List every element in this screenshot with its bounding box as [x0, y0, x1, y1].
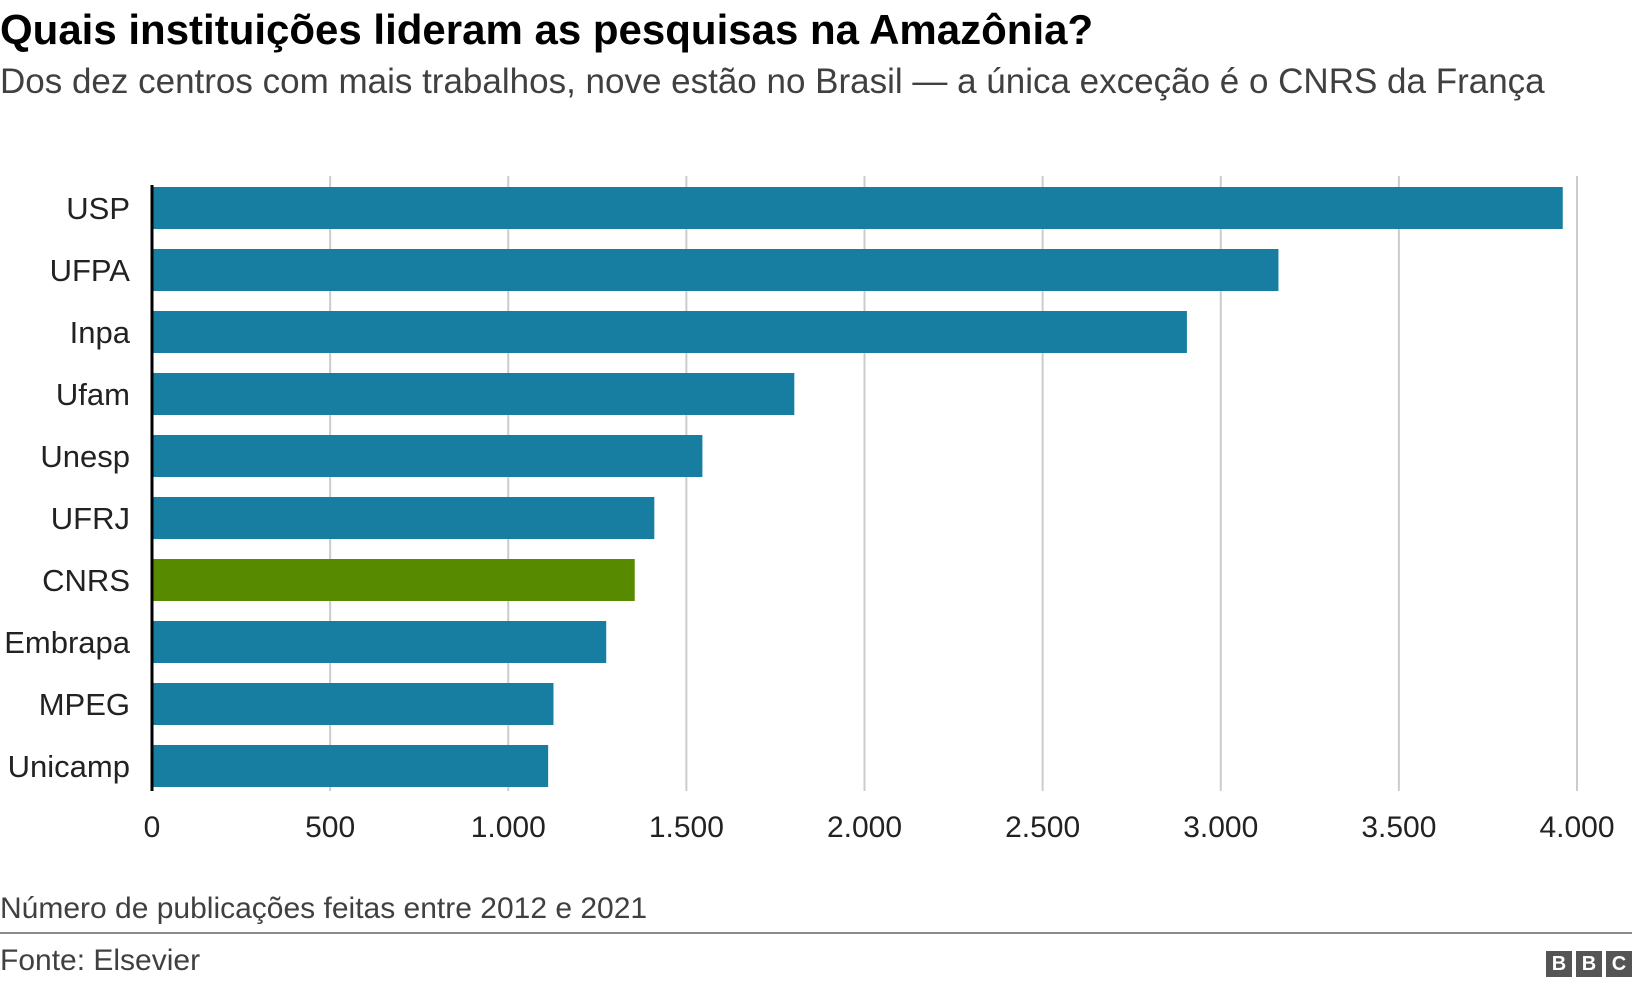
chart-subtitle: Dos dez centros com mais trabalhos, nove… [0, 62, 1545, 101]
category-label: UFRJ [51, 501, 130, 536]
x-tick-label: 4.000 [1539, 811, 1614, 844]
category-label: CNRS [42, 563, 130, 598]
x-tick-label: 2.500 [1005, 811, 1080, 844]
chart-footnote: Número de publicações feitas entre 2012 … [0, 892, 648, 925]
bar [152, 683, 554, 725]
x-tick-label: 2.000 [827, 811, 902, 844]
bbc-logo-letter: C [1606, 951, 1632, 977]
bar [152, 311, 1187, 353]
bbc-logo-letter: B [1546, 951, 1572, 977]
bar [152, 559, 635, 601]
chart-title: Quais instituições lideram as pesquisas … [0, 6, 1094, 53]
x-tick-label: 0 [144, 811, 161, 844]
category-label: Embrapa [4, 625, 131, 660]
bbc-logo-letter: B [1576, 951, 1602, 977]
bbc-logo: B B C [1546, 951, 1632, 977]
x-tick-label: 3.500 [1361, 811, 1436, 844]
bar-chart-svg: USP UFPA Inpa Ufam Unesp UFRJ CNRS Embrapa MPEG U… [4, 176, 1615, 844]
bar [152, 187, 1563, 229]
x-tick-label: 500 [305, 811, 355, 844]
x-tick-label: 1.500 [649, 811, 724, 844]
bar [152, 745, 549, 787]
category-label: USP [66, 191, 130, 226]
category-label: Inpa [70, 315, 131, 350]
x-tick-label: 3.000 [1183, 811, 1258, 844]
category-label: Unesp [40, 439, 130, 474]
bar [152, 621, 607, 663]
category-label: Unicamp [8, 749, 130, 784]
bar [152, 249, 1279, 291]
bar [152, 373, 795, 415]
category-label: Ufam [56, 377, 130, 412]
source-note: Fonte: Elsevier [0, 944, 201, 977]
bar-chart: USP UFPA Inpa Ufam Unesp UFRJ CNRS Embrapa MPEG U… [0, 170, 1632, 860]
x-tick-label: 1.000 [471, 811, 546, 844]
bar [152, 497, 655, 539]
bar [152, 435, 703, 477]
footer-divider [0, 932, 1632, 934]
category-label: UFPA [50, 253, 131, 288]
category-label: MPEG [39, 687, 130, 722]
